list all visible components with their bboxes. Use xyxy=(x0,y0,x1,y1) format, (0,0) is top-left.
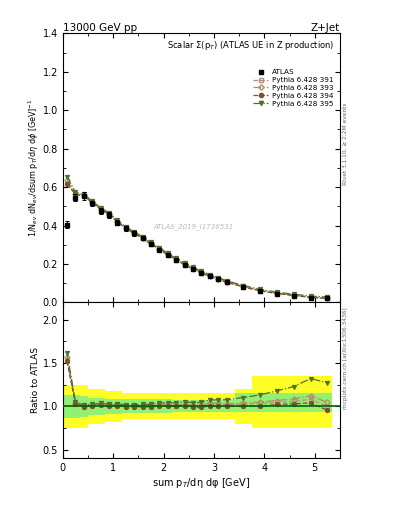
Y-axis label: 1/N$_{ev}$ dN$_{ev}$/dsum p$_T$/d$\eta$ d$\phi$ [GeV]$^{-1}$: 1/N$_{ev}$ dN$_{ev}$/dsum p$_T$/d$\eta$ … xyxy=(27,98,41,237)
X-axis label: sum p$_T$/dη dφ [GeV]: sum p$_T$/dη dφ [GeV] xyxy=(152,476,250,490)
Y-axis label: Ratio to ATLAS: Ratio to ATLAS xyxy=(31,347,40,413)
Legend: ATLAS, Pythia 6.428 391, Pythia 6.428 393, Pythia 6.428 394, Pythia 6.428 395: ATLAS, Pythia 6.428 391, Pythia 6.428 39… xyxy=(253,69,334,106)
Text: mcplots.cern.ch [arXiv:1306.3436]: mcplots.cern.ch [arXiv:1306.3436] xyxy=(343,308,348,409)
Text: 13000 GeV pp: 13000 GeV pp xyxy=(63,23,137,32)
Text: Rivet 3.1.10, ≥ 2.2M events: Rivet 3.1.10, ≥ 2.2M events xyxy=(343,102,348,185)
Text: Z+Jet: Z+Jet xyxy=(311,23,340,32)
Text: Scalar $\Sigma$(p$_T$) (ATLAS UE in Z production): Scalar $\Sigma$(p$_T$) (ATLAS UE in Z pr… xyxy=(167,39,334,52)
Text: ATLAS_2019_I1736531: ATLAS_2019_I1736531 xyxy=(153,224,233,230)
